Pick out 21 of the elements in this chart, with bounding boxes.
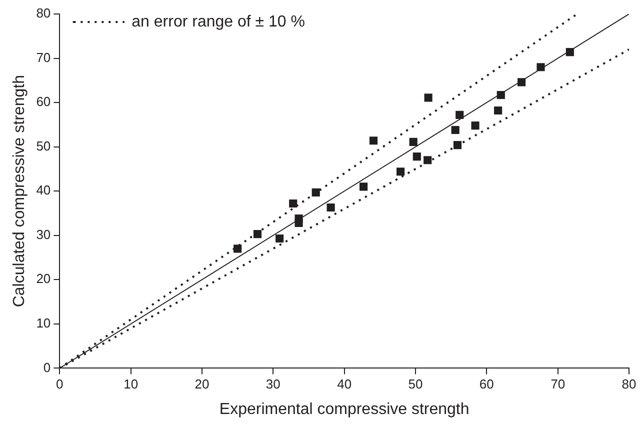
x-tick-label: 50 [408, 376, 423, 392]
y-tick-label: 60 [36, 94, 51, 110]
x-tick-label: 10 [124, 376, 138, 392]
y-axis-title: Calculated compressive strength [11, 75, 28, 308]
x-tick-label: 70 [550, 376, 566, 392]
x-tick-label: 30 [266, 376, 280, 392]
x-tick-label: 20 [194, 376, 210, 392]
y-tick-label: 50 [36, 138, 51, 154]
x-tick-label: 80 [622, 376, 636, 392]
y-tick-label: 80 [36, 6, 51, 21]
x-axis-title: Experimental compressive strength [219, 400, 470, 418]
y-tick-label: 20 [36, 271, 51, 286]
y-tick-label: 30 [36, 226, 51, 242]
y-tick-label: 70 [36, 50, 51, 65]
x-tick-label: 60 [479, 376, 494, 392]
y-tick-label: 40 [36, 182, 51, 198]
y-tick-label: 10 [36, 316, 51, 331]
legend-label: an error range of ± 10 % [132, 13, 305, 30]
x-tick-label: 40 [337, 376, 352, 392]
x-tick-label: 0 [56, 376, 64, 392]
y-tick-label: 0 [43, 360, 51, 375]
